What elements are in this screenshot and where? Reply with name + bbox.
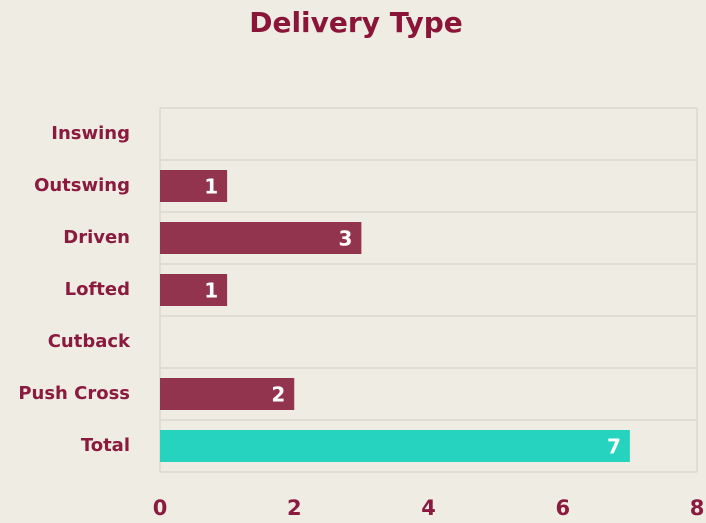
y-tick-label: Push Cross xyxy=(18,383,130,404)
y-tick-label: Cutback xyxy=(48,331,131,352)
x-tick-label: 2 xyxy=(287,496,302,520)
data-label: 7 xyxy=(607,435,621,459)
x-tick-label: 4 xyxy=(421,496,436,520)
x-tick-label: 0 xyxy=(153,496,168,520)
y-tick-label: Lofted xyxy=(65,279,130,300)
chart-title: Delivery Type xyxy=(249,6,463,39)
data-label: 2 xyxy=(271,383,285,407)
bar xyxy=(160,222,362,254)
y-tick-label: Inswing xyxy=(51,123,130,144)
bar xyxy=(160,274,228,306)
bar xyxy=(160,170,228,202)
x-tick-label: 8 xyxy=(690,496,705,520)
data-label: 1 xyxy=(204,279,218,303)
data-label: 1 xyxy=(204,175,218,199)
y-tick-label: Total xyxy=(81,435,130,456)
data-label: 3 xyxy=(338,227,352,251)
bar xyxy=(160,378,295,410)
bar xyxy=(160,430,630,462)
x-tick-label: 6 xyxy=(555,496,570,520)
y-tick-label: Driven xyxy=(63,227,130,248)
y-tick-label: Outswing xyxy=(34,175,130,196)
